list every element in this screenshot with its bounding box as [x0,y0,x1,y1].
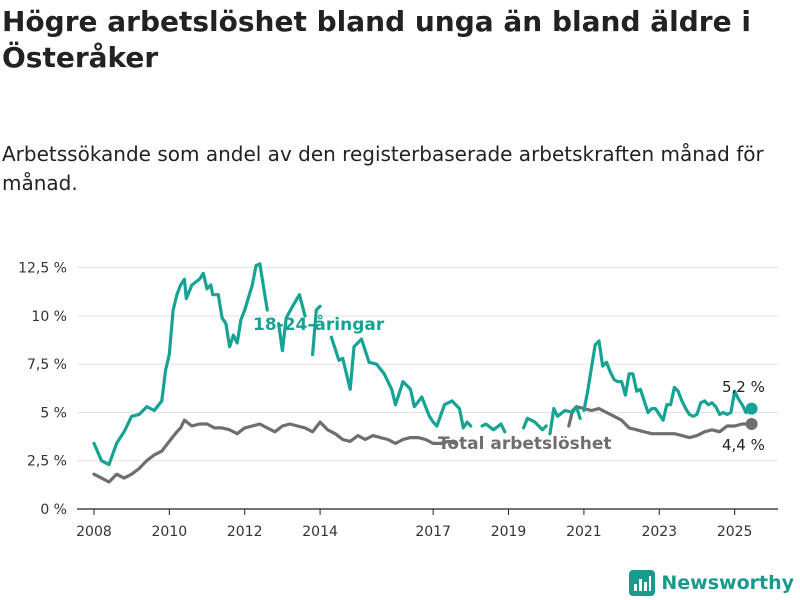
series-line-youth [277,293,307,353]
y-tick-label: 12,5 % [18,261,67,277]
series-line-total [567,405,754,440]
x-axis-ticks: 2008 2010 2012 2014 2017 2019 2021 2023 2025 [76,509,752,540]
series-line-total [92,418,458,484]
y-tick-label: 5 % [40,405,67,421]
x-tick-label: 2008 [76,524,112,540]
x-tick-label: 2017 [415,524,451,540]
series-line-youth [311,304,322,357]
x-tick-label: 2023 [641,524,677,540]
series-label-youth: 18-24-åringar [253,313,385,335]
series-line-youth [480,422,507,434]
series-line-youth [329,335,473,430]
y-tick-label: 0 % [40,502,67,518]
series-line-youth [92,262,269,467]
y-axis-ticks: 0 % 2,5 % 5 % 7,5 % 10 % 12,5 % [18,261,67,518]
brand-logo: Newsworthy [629,570,794,596]
y-tick-label: 7,5 % [27,357,67,373]
end-marker-youth [745,402,758,415]
x-tick-label: 2025 [717,524,753,540]
y-tick-label: 10 % [31,309,67,325]
grid-lines [77,267,778,510]
x-tick-label: 2014 [302,524,338,540]
series-label-total: Total arbetslöshet [438,434,612,454]
end-marker-total [745,418,758,431]
end-value-total: 4,4 % [722,436,765,454]
series-line-youth [582,339,754,422]
end-value-youth: 5,2 % [722,378,765,396]
chart-title: Högre arbetslöshet bland unga än bland ä… [2,5,751,74]
series-line-youth [548,405,582,436]
x-tick-label: 2010 [152,524,188,540]
brand-name: Newsworthy [661,572,794,594]
newsworthy-logo-icon [629,570,656,596]
chart-subtitle: Arbetssökande som andel av den registerb… [2,142,764,195]
y-tick-label: 2,5 % [27,454,67,470]
series-lines [92,262,754,484]
series-line-youth [522,416,548,432]
x-tick-label: 2019 [491,524,527,540]
x-tick-label: 2021 [566,524,602,540]
end-markers [745,402,758,431]
x-tick-label: 2012 [227,524,263,540]
